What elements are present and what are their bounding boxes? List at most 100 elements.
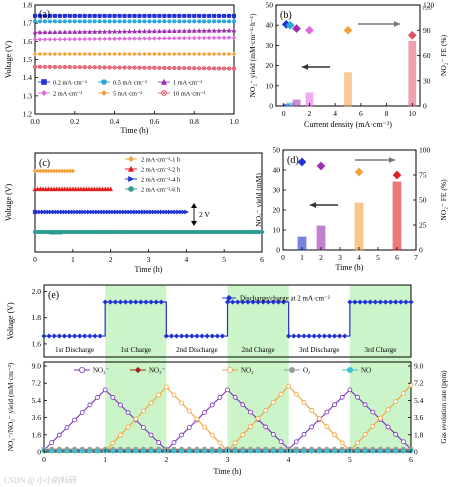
panel-c-xtick-label-4: 4 <box>184 255 188 264</box>
panel-e-voltage-marker-23 <box>158 299 164 305</box>
panel-a-series-2-marker-36 <box>211 28 217 33</box>
panel-a-series-2-marker-2 <box>42 29 48 35</box>
panel-c-series-1-marker-2 <box>38 186 43 192</box>
panel-a-series-1-marker-13 <box>97 19 102 24</box>
panel-a-series-0-marker-13 <box>97 13 102 18</box>
panel-a-series-5-marker-4-cross <box>53 65 57 69</box>
panel-d-arrow-left-head <box>310 202 316 208</box>
panel-e-voltage-marker-63 <box>362 299 368 305</box>
panel-e-series-0-marker-8 <box>102 387 108 393</box>
panel-b-xtick-label-3: 6 <box>359 109 363 118</box>
panel-a-series-2-marker-26 <box>162 28 167 34</box>
panel-e-voltage-marker-33 <box>209 333 215 339</box>
panel-e-series-4-marker-9 <box>110 448 116 454</box>
panel-e-series-2-marker-44 <box>378 415 383 421</box>
panel-c-series-2-marker-28 <box>108 209 114 215</box>
panel-e-voltage-marker-43 <box>260 299 266 305</box>
panel-a-series-2-marker-17 <box>117 28 122 34</box>
panel-b-ytick-label-3: 30 <box>266 41 274 50</box>
panel-a-series-0-marker-33 <box>197 13 202 18</box>
panel-a-series-3-marker-14 <box>102 36 107 42</box>
panel-b-arrow-right-head <box>394 21 400 27</box>
panel-a-series-2-marker-27 <box>167 28 172 34</box>
panel-e-voltage-marker-60 <box>347 299 353 305</box>
panel-a-series-0-marker-27 <box>167 13 172 18</box>
panel-a-series-5-marker-26-cross <box>162 66 166 70</box>
panel-e-series-2-marker-15 <box>156 392 162 398</box>
panel-a-series-4-marker-6 <box>62 51 68 57</box>
panel-e-series-0-marker-19 <box>186 425 192 430</box>
panel-a-series-5-marker-40-cross <box>232 67 236 70</box>
panel-a-series-0-marker-20 <box>132 13 137 18</box>
panel-e-voltage-marker-51 <box>301 333 307 339</box>
panel-e-voltage-marker-40 <box>245 299 251 305</box>
panel-a-series-1-marker-1 <box>37 19 42 24</box>
panel-a-series-4-marker-3 <box>47 51 53 57</box>
panel-e-series-0-marker-29 <box>263 424 269 430</box>
panel-c-series-1-marker-0 <box>32 186 38 192</box>
panel-c-series-1-marker-24 <box>97 186 103 192</box>
panel-d-fe-marker-1 <box>316 161 326 171</box>
panel-a-ytick-label-1: 1.3 <box>23 91 33 100</box>
panel-a-legend-marker-4 <box>101 90 107 96</box>
panel-e-voltage-marker-22 <box>153 299 159 305</box>
panel-b-right-ytick-label-3: 90 <box>423 26 431 35</box>
panel-c-series-2-marker-8 <box>54 209 60 215</box>
panel-d-bar-3 <box>392 181 402 251</box>
panel-a-series-1-marker-3 <box>47 19 52 24</box>
panel-d-right-ytick-label-2: 50 <box>419 196 427 205</box>
panel-c-series-2-marker-33 <box>122 209 127 215</box>
panel-b-xtick-label-4: 8 <box>385 109 389 118</box>
panel-e-voltage-marker-38 <box>235 299 241 305</box>
panel-d-xtick-label-4: 4 <box>357 253 361 262</box>
panel-a-series-3-marker-1 <box>37 37 43 42</box>
panel-c-series-2-marker-56 <box>184 209 189 215</box>
panel-c-series-1-marker-28 <box>108 186 114 192</box>
panel-a-ytick-label-4: 1.6 <box>23 37 33 46</box>
panel-a-series-2-marker-3 <box>47 29 53 35</box>
panel-d-xlabel: Time (h) <box>336 263 364 272</box>
panel-e-series-4-marker-1 <box>49 448 55 454</box>
panel-e-series-2-marker-27 <box>248 424 253 430</box>
panel-e-bottom-right-ytick-label-1: 1.8 <box>414 430 424 439</box>
panel-e-series-4-marker-29 <box>263 448 269 454</box>
panel-c-series-1-marker-1 <box>35 186 41 192</box>
panel-e-series-4-marker-12 <box>133 448 139 454</box>
panel-a-series-1-marker-39 <box>227 19 232 24</box>
panel-e-series-0-marker-3 <box>64 425 70 430</box>
panel-a-series-5-marker-33-cross <box>197 66 201 70</box>
panel-a-series-2-marker-39 <box>226 27 232 33</box>
panel-a-series-5-marker-23-cross <box>148 66 151 70</box>
panel-c-series-2-marker-24 <box>97 209 103 215</box>
panel-c-series-2-marker-11 <box>62 209 68 215</box>
panel-e-voltage-marker-48 <box>286 333 292 339</box>
panel-c-series-2-marker-12 <box>65 209 71 215</box>
panel-a-series-3-marker-22 <box>142 36 147 41</box>
panel-a-series-1-marker-32 <box>192 19 197 24</box>
panel-a-series-0-marker-11 <box>87 13 92 18</box>
panel-e-legend-marker-3 <box>288 366 295 373</box>
panel-c-series-1-marker-19 <box>83 186 89 192</box>
panel-b-ylabel-right: NO₂⁻ FE (%) <box>439 34 448 76</box>
panel-d-ylabel: NO₂⁻ yield (mM) <box>254 173 263 227</box>
panel-e-series-2-marker-47 <box>400 390 406 396</box>
panel-b-ytick-label-1: 10 <box>266 81 274 90</box>
panel-e-series-0-marker-6 <box>87 402 93 408</box>
panel-e-voltage-marker-10 <box>92 333 98 339</box>
panel-e-legend-label-4: NO <box>361 367 371 375</box>
panel-c-series-1-marker-22 <box>92 186 97 192</box>
panel-e-voltage-marker-57 <box>331 333 338 339</box>
panel-e-series-4-marker-38 <box>332 448 337 454</box>
panel-a-series-2-marker-24 <box>152 28 157 34</box>
panel-a-series-4-marker-4 <box>52 51 58 57</box>
panel-e-series-4-marker-21 <box>202 448 207 454</box>
panel-a-series-1-marker-30 <box>182 19 187 24</box>
panel-e-phase-label-3: 2nd Charge <box>241 346 274 354</box>
panel-e-series-4-marker-23 <box>217 448 223 454</box>
panel-e-series-4-marker-30 <box>270 448 276 454</box>
panel-b-ytick-label-5: 50 <box>266 1 274 10</box>
panel-e-voltage-marker-9 <box>87 333 93 339</box>
panel-a-series-0-marker-14 <box>102 13 107 18</box>
panel-a-series-0-marker-3 <box>47 13 52 18</box>
